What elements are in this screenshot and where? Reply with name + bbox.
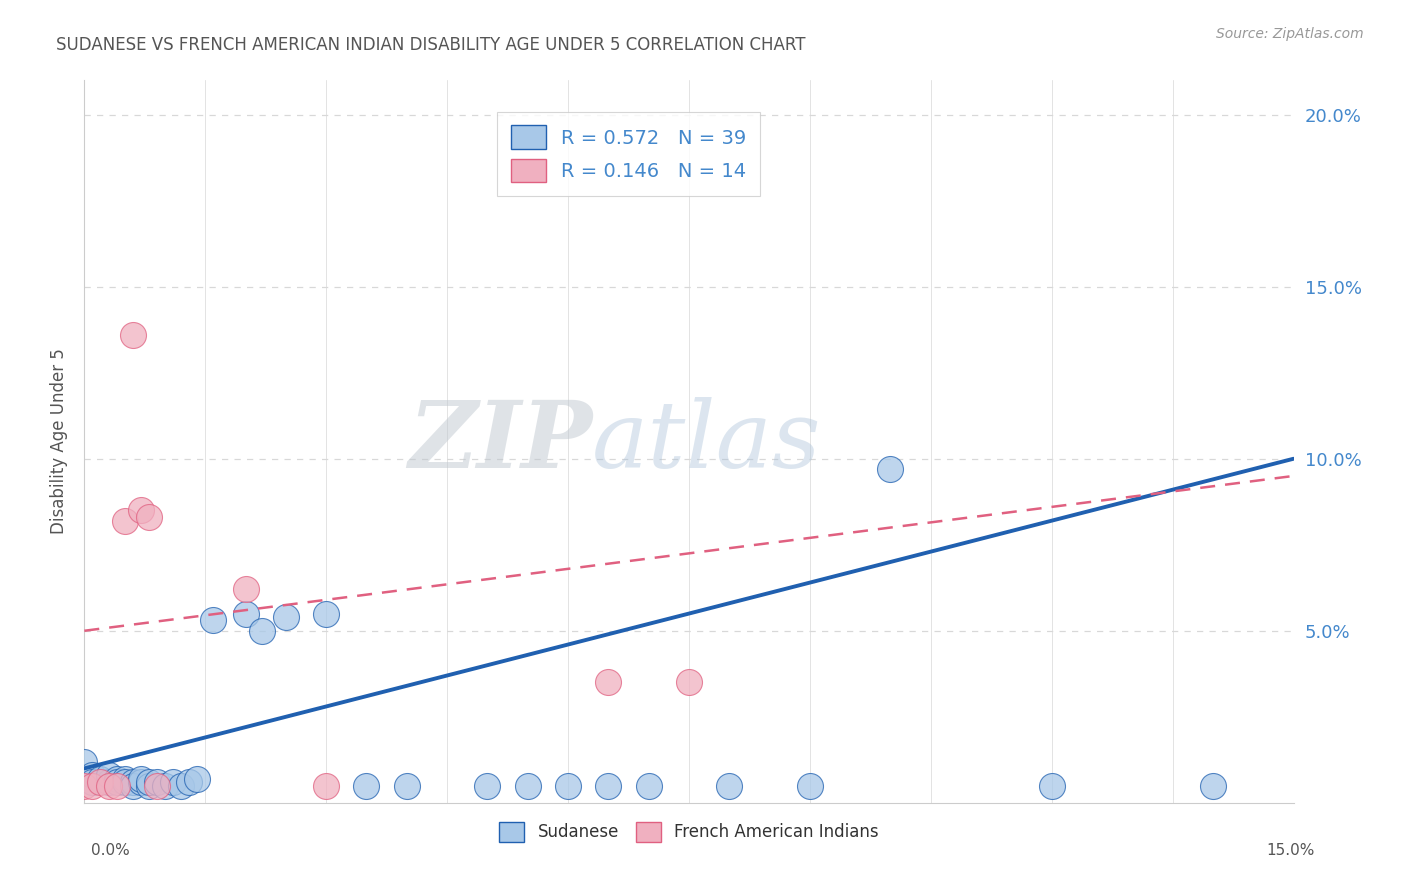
Point [250, 624, 273, 638]
Point [105, 779, 128, 793]
Point [82, 768, 104, 782]
Point [138, 779, 160, 793]
Point [315, 607, 337, 621]
Point [89, 775, 111, 789]
Point [121, 779, 143, 793]
Point [202, 614, 225, 628]
Text: ZIP: ZIP [408, 397, 592, 486]
Point [97, 779, 120, 793]
Point [114, 775, 136, 789]
Point [153, 779, 176, 793]
Point [129, 775, 152, 789]
Point [718, 779, 741, 793]
Point [162, 775, 184, 789]
Point [235, 582, 257, 597]
Point [129, 772, 152, 786]
Point [235, 607, 257, 621]
Point [73, 755, 96, 769]
Point [82, 779, 104, 793]
Point [97, 768, 120, 782]
Text: SUDANESE VS FRENCH AMERICAN INDIAN DISABILITY AGE UNDER 5 CORRELATION CHART: SUDANESE VS FRENCH AMERICAN INDIAN DISAB… [56, 36, 806, 54]
Point [1040, 779, 1063, 793]
Point [179, 775, 201, 789]
Point [1202, 779, 1225, 793]
Point [129, 503, 152, 517]
Point [186, 772, 208, 786]
Point [799, 779, 821, 793]
Point [146, 775, 169, 789]
Point [395, 779, 418, 793]
Point [138, 510, 160, 524]
Point [89, 772, 111, 786]
Legend: Sudanese, French American Indians: Sudanese, French American Indians [492, 815, 886, 848]
Point [97, 775, 120, 789]
Point [82, 775, 104, 789]
Point [356, 779, 378, 793]
Point [516, 779, 538, 793]
Point [879, 462, 901, 476]
Point [477, 779, 499, 793]
Point [114, 514, 136, 528]
Point [598, 675, 620, 690]
Point [121, 327, 143, 342]
Point [146, 779, 169, 793]
Point [121, 775, 143, 789]
Point [274, 610, 297, 624]
Point [105, 775, 128, 789]
Point [138, 775, 160, 789]
Point [73, 779, 96, 793]
Point [637, 779, 659, 793]
Text: 0.0%: 0.0% [91, 843, 131, 857]
Text: 15.0%: 15.0% [1267, 843, 1315, 857]
Point [114, 772, 136, 786]
Text: atlas: atlas [592, 397, 821, 486]
Point [678, 675, 700, 690]
Point [170, 779, 193, 793]
Point [315, 779, 337, 793]
Y-axis label: Disability Age Under 5: Disability Age Under 5 [49, 349, 67, 534]
Point [105, 772, 128, 786]
Point [598, 779, 620, 793]
Point [557, 779, 579, 793]
Text: Source: ZipAtlas.com: Source: ZipAtlas.com [1216, 27, 1364, 41]
